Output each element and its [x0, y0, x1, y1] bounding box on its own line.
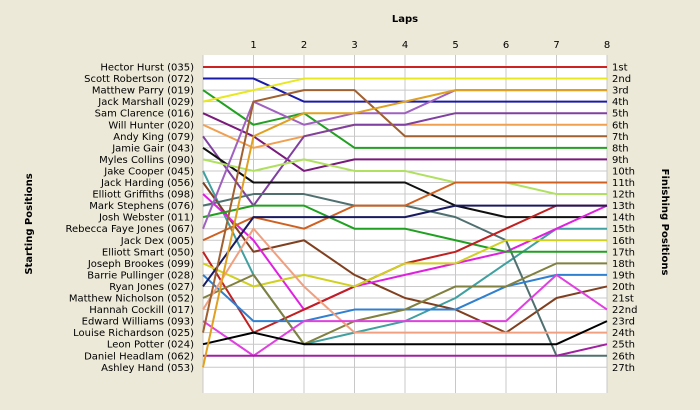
start-label: Myles Collins (090): [99, 155, 194, 166]
x-tick-label: 8: [604, 40, 610, 51]
finish-label: 2nd: [612, 74, 631, 85]
series-line-27: [202, 89, 607, 368]
start-label: Daniel Headlam (062): [84, 351, 194, 362]
start-label: Barrie Pullinger (028): [87, 270, 194, 281]
series-line-14: [202, 204, 607, 253]
start-label: Will Hunter (020): [108, 120, 194, 131]
start-label: Hector Hurst (035): [100, 63, 194, 74]
start-label: Edward Williams (093): [82, 317, 194, 328]
finish-label: 5th: [612, 109, 629, 120]
start-label: Scott Robertson (072): [84, 74, 194, 85]
start-label: Jamie Gair (043): [111, 143, 194, 154]
finish-label: 16th: [612, 236, 635, 247]
x-tick-label: 2: [301, 40, 307, 51]
finish-label: 18th: [612, 259, 635, 270]
series-line-20: [202, 204, 607, 288]
finish-label: 1st: [612, 63, 628, 74]
finish-label: 17th: [612, 247, 635, 258]
finish-label: 27th: [612, 363, 635, 374]
x-tick-labels: 1 2 3 4 5 6 7 8: [250, 40, 610, 51]
series-line-5: [202, 112, 607, 172]
finish-label: 24th: [612, 328, 635, 339]
start-label: Louise Richardson (025): [73, 328, 194, 339]
start-label: Jack Dex (005): [120, 236, 194, 247]
series-line-18: [202, 239, 607, 288]
start-label: Hannah Cockill (017): [89, 305, 194, 316]
finish-label: 23rd: [612, 317, 635, 328]
start-label: Matthew Parry (019): [92, 86, 194, 97]
start-label: Elliott Smart (050): [102, 247, 194, 258]
start-label: Sam Clarence (016): [95, 109, 194, 120]
finish-label: 10th: [612, 166, 635, 177]
finish-label: 11th: [612, 178, 635, 189]
series-line-8: [202, 147, 607, 219]
x-tick-label: 4: [402, 40, 408, 51]
series-line-25: [202, 320, 608, 346]
start-label: Leon Potter (024): [107, 340, 194, 351]
finish-label: 7th: [612, 132, 629, 143]
start-label: Jack Harding (056): [100, 178, 194, 189]
finish-label: 14th: [612, 213, 635, 224]
start-label: Josh Webster (011): [98, 213, 194, 224]
series-line-23: [202, 273, 608, 357]
start-label: Elliott Griffiths (098): [92, 190, 194, 201]
x-tick-label: 3: [351, 40, 357, 51]
series-line-16: [202, 181, 607, 242]
series-line-22: [202, 227, 607, 334]
finish-label: 15th: [612, 224, 635, 235]
start-label: Ryan Jones (027): [109, 282, 194, 293]
start-label: Ashley Hand (053): [101, 363, 194, 374]
x-tick-label: 7: [553, 40, 559, 51]
right-axis-title: Finishing Positions: [659, 169, 670, 276]
series-lines: [202, 66, 608, 368]
finish-label: 21st: [612, 294, 634, 305]
x-tick-label: 6: [503, 40, 509, 51]
finish-label: 9th: [612, 155, 629, 166]
start-label: Andy King (079): [113, 132, 194, 143]
start-label: Rebecca Faye Jones (067): [65, 224, 194, 235]
finish-label: 3rd: [612, 86, 629, 97]
finish-position-labels: 1st2nd3rd4th5th6th7th8th9th10th11th12th1…: [612, 63, 637, 374]
start-label: Jake Cooper (045): [103, 166, 194, 177]
series-line-3: [202, 89, 607, 149]
start-label: Mark Stephens (076): [89, 201, 194, 212]
x-tick-label: 5: [452, 40, 458, 51]
start-label: Joseph Brookes (099): [87, 259, 194, 270]
finish-label: 6th: [612, 120, 629, 131]
start-position-labels: Hector Hurst (035)Scott Robertson (072)M…: [65, 63, 194, 374]
x-axis-title: Laps: [392, 14, 418, 25]
finish-label: 8th: [612, 143, 629, 154]
finish-label: 26th: [612, 351, 635, 362]
finish-label: 22nd: [612, 305, 637, 316]
start-label: Matthew Nicholson (052): [69, 294, 194, 305]
finish-label: 4th: [612, 97, 629, 108]
series-line-9: [202, 158, 607, 196]
finish-label: 19th: [612, 270, 635, 281]
finish-label: 25th: [612, 340, 635, 351]
series-line-12: [202, 193, 608, 311]
finish-label: 12th: [612, 190, 635, 201]
series-line-4: [202, 77, 607, 103]
series-line-21: [202, 262, 607, 346]
start-label: Jack Marshall (029): [97, 97, 194, 108]
series-line-24: [202, 89, 607, 333]
finish-label: 20th: [612, 282, 635, 293]
x-tick-label: 1: [250, 40, 256, 51]
finish-label: 13th: [612, 201, 635, 212]
left-axis-title: Starting Positions: [24, 173, 35, 274]
series-line-26: [203, 343, 608, 357]
